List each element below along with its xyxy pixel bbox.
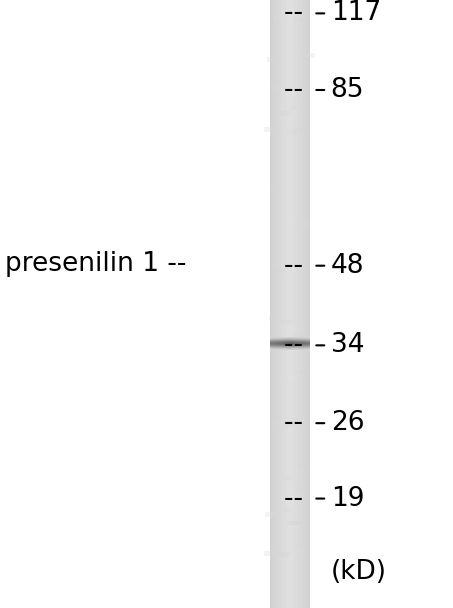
Bar	[274, 16, 286, 21]
Bar	[282, 380, 294, 385]
Bar	[282, 508, 294, 513]
Bar	[265, 512, 277, 517]
Bar	[279, 320, 291, 325]
Bar	[294, 219, 307, 224]
Bar	[303, 53, 315, 58]
Bar	[281, 475, 294, 480]
Text: --: --	[284, 486, 311, 511]
Bar	[278, 15, 290, 20]
Bar	[267, 57, 280, 61]
Bar	[270, 85, 283, 89]
Bar	[295, 339, 307, 344]
Text: --: --	[284, 1, 311, 26]
Bar	[269, 316, 281, 321]
Bar	[292, 131, 304, 136]
Bar	[286, 421, 299, 426]
Text: --: --	[284, 333, 311, 358]
Bar	[270, 182, 282, 187]
Text: --: --	[284, 253, 311, 278]
Bar	[292, 416, 304, 421]
Text: 26: 26	[331, 410, 364, 436]
Bar	[298, 463, 310, 468]
Bar	[297, 221, 309, 226]
Bar	[296, 370, 308, 375]
Text: 85: 85	[331, 77, 364, 103]
Text: presenilin 1 --: presenilin 1 --	[5, 252, 186, 277]
Bar	[264, 127, 276, 132]
Bar	[294, 128, 307, 133]
Bar	[292, 548, 304, 553]
Bar	[293, 343, 305, 348]
Bar	[287, 520, 299, 525]
Text: 48: 48	[331, 253, 364, 278]
Bar	[286, 129, 299, 134]
Bar	[291, 340, 303, 345]
Bar	[275, 427, 287, 432]
Bar	[272, 420, 284, 424]
Bar	[294, 17, 306, 22]
Bar	[265, 551, 277, 556]
Text: 19: 19	[331, 486, 364, 511]
Bar	[278, 552, 290, 557]
Text: 117: 117	[331, 1, 381, 26]
Bar	[291, 520, 304, 525]
Text: --: --	[284, 410, 311, 436]
Bar	[279, 422, 291, 427]
Bar	[293, 333, 305, 337]
Text: (kD): (kD)	[331, 559, 387, 584]
Bar	[291, 319, 303, 324]
Bar	[280, 111, 292, 116]
Bar	[289, 105, 302, 110]
Text: 34: 34	[331, 333, 364, 358]
Bar	[295, 487, 308, 492]
Text: --: --	[284, 77, 311, 103]
Bar	[273, 268, 285, 273]
